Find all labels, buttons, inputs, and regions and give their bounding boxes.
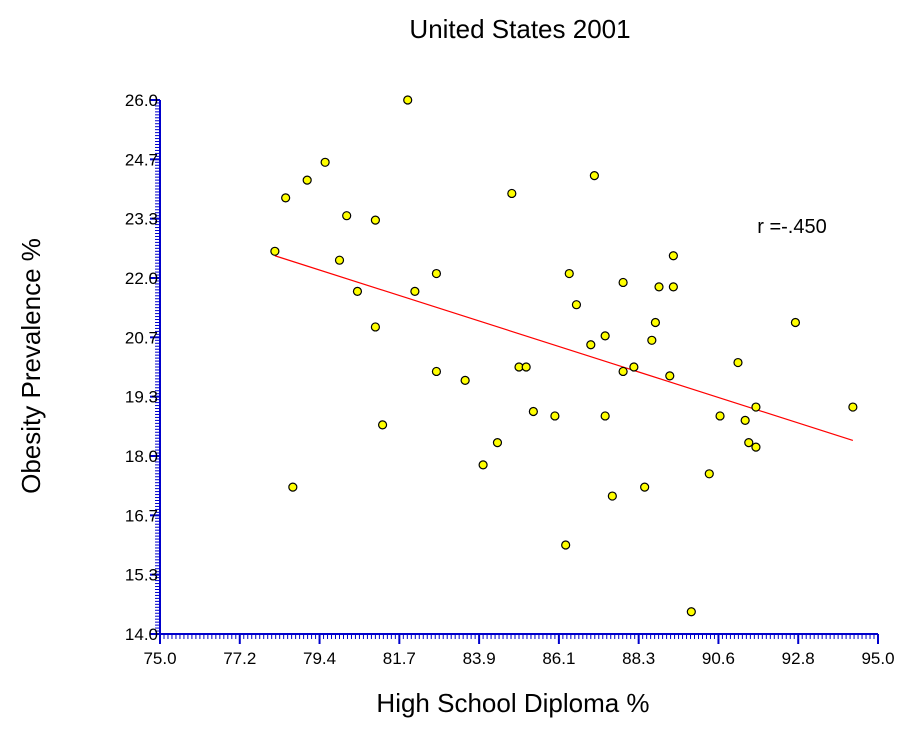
data-point (492, 438, 503, 448)
data-point (751, 402, 761, 412)
y-tick-label: 19.3 (125, 388, 158, 407)
y-tick-label: 16.7 (125, 506, 158, 525)
data-point (377, 420, 388, 430)
data-point (733, 357, 743, 368)
correlation-annotation: r =-.450 (757, 216, 826, 238)
trendline (274, 255, 854, 441)
data-point (320, 157, 330, 167)
axes: 75.0 77.2 79.4 81.7 83.9 86.1 88.3 90.6 92.8 95.0… (125, 91, 895, 668)
data-point (334, 255, 345, 265)
data-point (600, 411, 610, 421)
data-point (600, 331, 610, 341)
data-point (848, 402, 858, 412)
data-point (668, 251, 678, 261)
data-point (370, 322, 380, 332)
data-point (431, 366, 442, 377)
x-tick-label: 86.1 (542, 649, 575, 668)
x-tick-label: 90.6 (702, 649, 735, 668)
data-point (352, 286, 363, 296)
data-point (618, 366, 628, 377)
data-point (410, 286, 420, 296)
y-tick-label: 24.7 (125, 150, 158, 169)
x-tick-label: 81.7 (383, 649, 416, 668)
data-point (704, 469, 714, 479)
x-tick-label: 92.8 (782, 649, 815, 668)
y-tick-label: 14.0 (125, 625, 158, 644)
data-point (665, 371, 675, 381)
data-point (686, 607, 696, 617)
data-point (647, 335, 657, 345)
y-tick-label: 20.7 (125, 328, 158, 347)
y-tick-label: 18.0 (125, 447, 158, 466)
x-tick-label: 95.0 (861, 649, 894, 668)
data-point (744, 438, 754, 448)
data-point (403, 95, 413, 105)
data-point (629, 362, 639, 372)
data-point (270, 246, 280, 256)
x-axis-label: High School Diploma % (376, 688, 649, 718)
data-point (528, 406, 538, 417)
y-axis-label: Obesity Prevalence % (16, 238, 46, 494)
data-point (507, 188, 517, 199)
data-point (342, 211, 352, 221)
data-point (790, 317, 801, 328)
data-point (564, 268, 574, 279)
data-point (751, 442, 761, 452)
data-point (640, 482, 650, 492)
y-tick-label: 23.3 (125, 210, 158, 229)
y-tick-label: 22.0 (125, 269, 158, 288)
x-tick-label: 75.0 (143, 649, 176, 668)
data-point (431, 268, 442, 279)
data-point (715, 411, 725, 421)
trendline-group (274, 255, 854, 441)
x-tick-label: 83.9 (463, 649, 496, 668)
x-tick-label: 79.4 (303, 649, 336, 668)
data-point (589, 171, 599, 181)
y-tick-label: 26.0 (125, 91, 158, 110)
data-point (650, 317, 661, 328)
data-point (668, 282, 678, 292)
y-tick-label: 15.3 (125, 566, 158, 585)
data-point (302, 175, 312, 185)
chart-title: United States 2001 (409, 14, 630, 44)
x-tick-label: 77.2 (223, 649, 256, 668)
data-point (478, 460, 488, 470)
data-point (586, 340, 596, 350)
data-point (370, 215, 380, 225)
data-point (561, 540, 571, 550)
data-point (654, 282, 664, 292)
data-point (550, 411, 560, 421)
data-point (618, 277, 628, 288)
data-point (521, 362, 531, 372)
data-point (288, 482, 298, 492)
data-point (460, 375, 470, 385)
data-point (571, 300, 582, 310)
x-tick-label: 88.3 (622, 649, 655, 668)
points-group (270, 95, 858, 617)
data-point (607, 491, 617, 501)
data-point (281, 193, 291, 203)
data-point (740, 415, 750, 425)
